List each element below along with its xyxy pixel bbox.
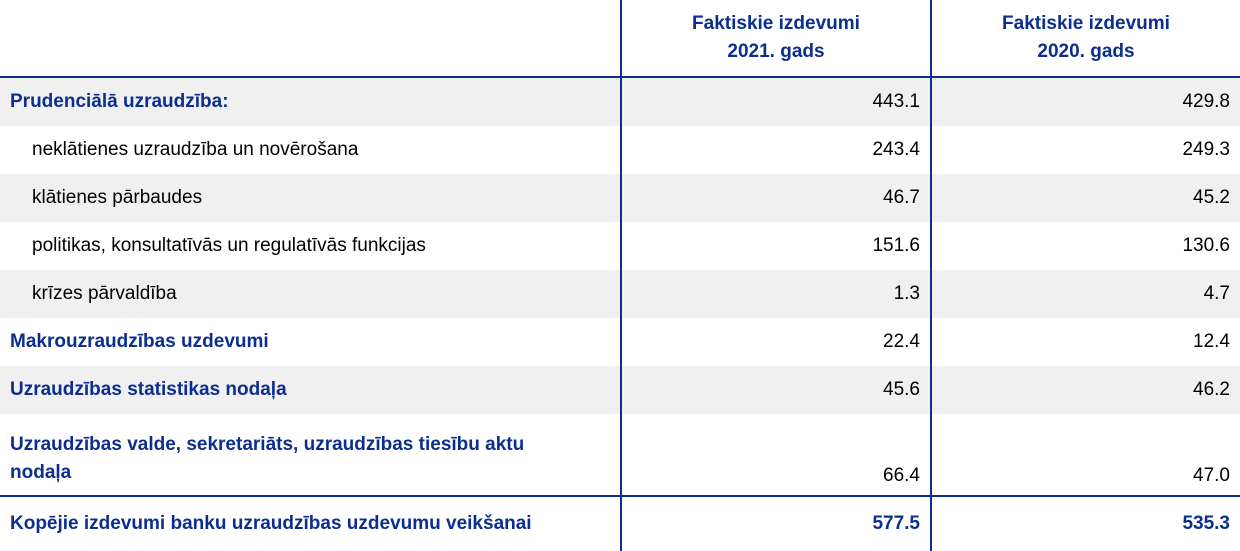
value-2020: 12.4 [930, 318, 1240, 366]
header-label-cell [0, 0, 621, 78]
value-2021: 45.6 [620, 366, 931, 414]
value-2020: 429.8 [930, 77, 1240, 126]
total-label: Kopējie izdevumi banku uzraudzības uzdev… [0, 495, 621, 551]
header-2020-line2: 2020. gads [1037, 41, 1135, 62]
table-row-policy: politikas, konsultatīvās un regulatīvās … [0, 222, 1240, 270]
value-2021: 22.4 [620, 318, 931, 366]
header-2020-line1: Faktiskie izdevumi [1002, 13, 1170, 34]
value-2021: 46.7 [620, 174, 931, 222]
row-label: politikas, konsultatīvās un regulatīvās … [0, 222, 621, 270]
value-2021: 1.3 [620, 270, 931, 318]
value-2020: 130.6 [930, 222, 1240, 270]
header-2021-line2: 2021. gads [727, 41, 825, 62]
value-2021: 151.6 [620, 222, 931, 270]
value-2020: 249.3 [930, 126, 1240, 174]
value-2020: 47.0 [930, 414, 1240, 496]
table-row-offsite: neklātienes uzraudzība un novērošana 243… [0, 126, 1240, 174]
row-label: krīzes pārvaldība [0, 270, 621, 318]
header-row: Faktiskie izdevumi 2021. gads Faktiskie … [0, 0, 1240, 78]
value-2021: 443.1 [620, 77, 931, 126]
row-label: Uzraudzības statistikas nodaļa [0, 366, 621, 414]
value-2021: 66.4 [620, 414, 931, 496]
value-2021: 243.4 [620, 126, 931, 174]
row-label: Uzraudzības valde, sekretariāts, uzraudz… [0, 414, 621, 496]
header-2021: Faktiskie izdevumi 2021. gads [620, 0, 931, 78]
header-2020: Faktiskie izdevumi 2020. gads [930, 0, 1240, 78]
table-row-board: Uzraudzības valde, sekretariāts, uzraudz… [0, 414, 1240, 496]
header-2021-line1: Faktiskie izdevumi [692, 13, 860, 34]
row-label: Prudenciālā uzraudzība: [0, 77, 621, 126]
total-2020: 535.3 [930, 495, 1240, 551]
table-row-crisis: krīzes pārvaldība 1.3 4.7 [0, 270, 1240, 318]
value-2020: 45.2 [930, 174, 1240, 222]
row-label: neklātienes uzraudzība un novērošana [0, 126, 621, 174]
row-label: Makrouzraudzības uzdevumi [0, 318, 621, 366]
table-row-statistics: Uzraudzības statistikas nodaļa 45.6 46.2 [0, 366, 1240, 414]
value-2020: 4.7 [930, 270, 1240, 318]
total-row: Kopējie izdevumi banku uzraudzības uzdev… [0, 495, 1240, 551]
total-2021: 577.5 [620, 495, 931, 551]
table-row-macro: Makrouzraudzības uzdevumi 22.4 12.4 [0, 318, 1240, 366]
row-label: klātienes pārbaudes [0, 174, 621, 222]
table-row-prudential: Prudenciālā uzraudzība: 443.1 429.8 [0, 77, 1240, 126]
value-2020: 46.2 [930, 366, 1240, 414]
table-row-onsite: klātienes pārbaudes 46.7 45.2 [0, 174, 1240, 222]
